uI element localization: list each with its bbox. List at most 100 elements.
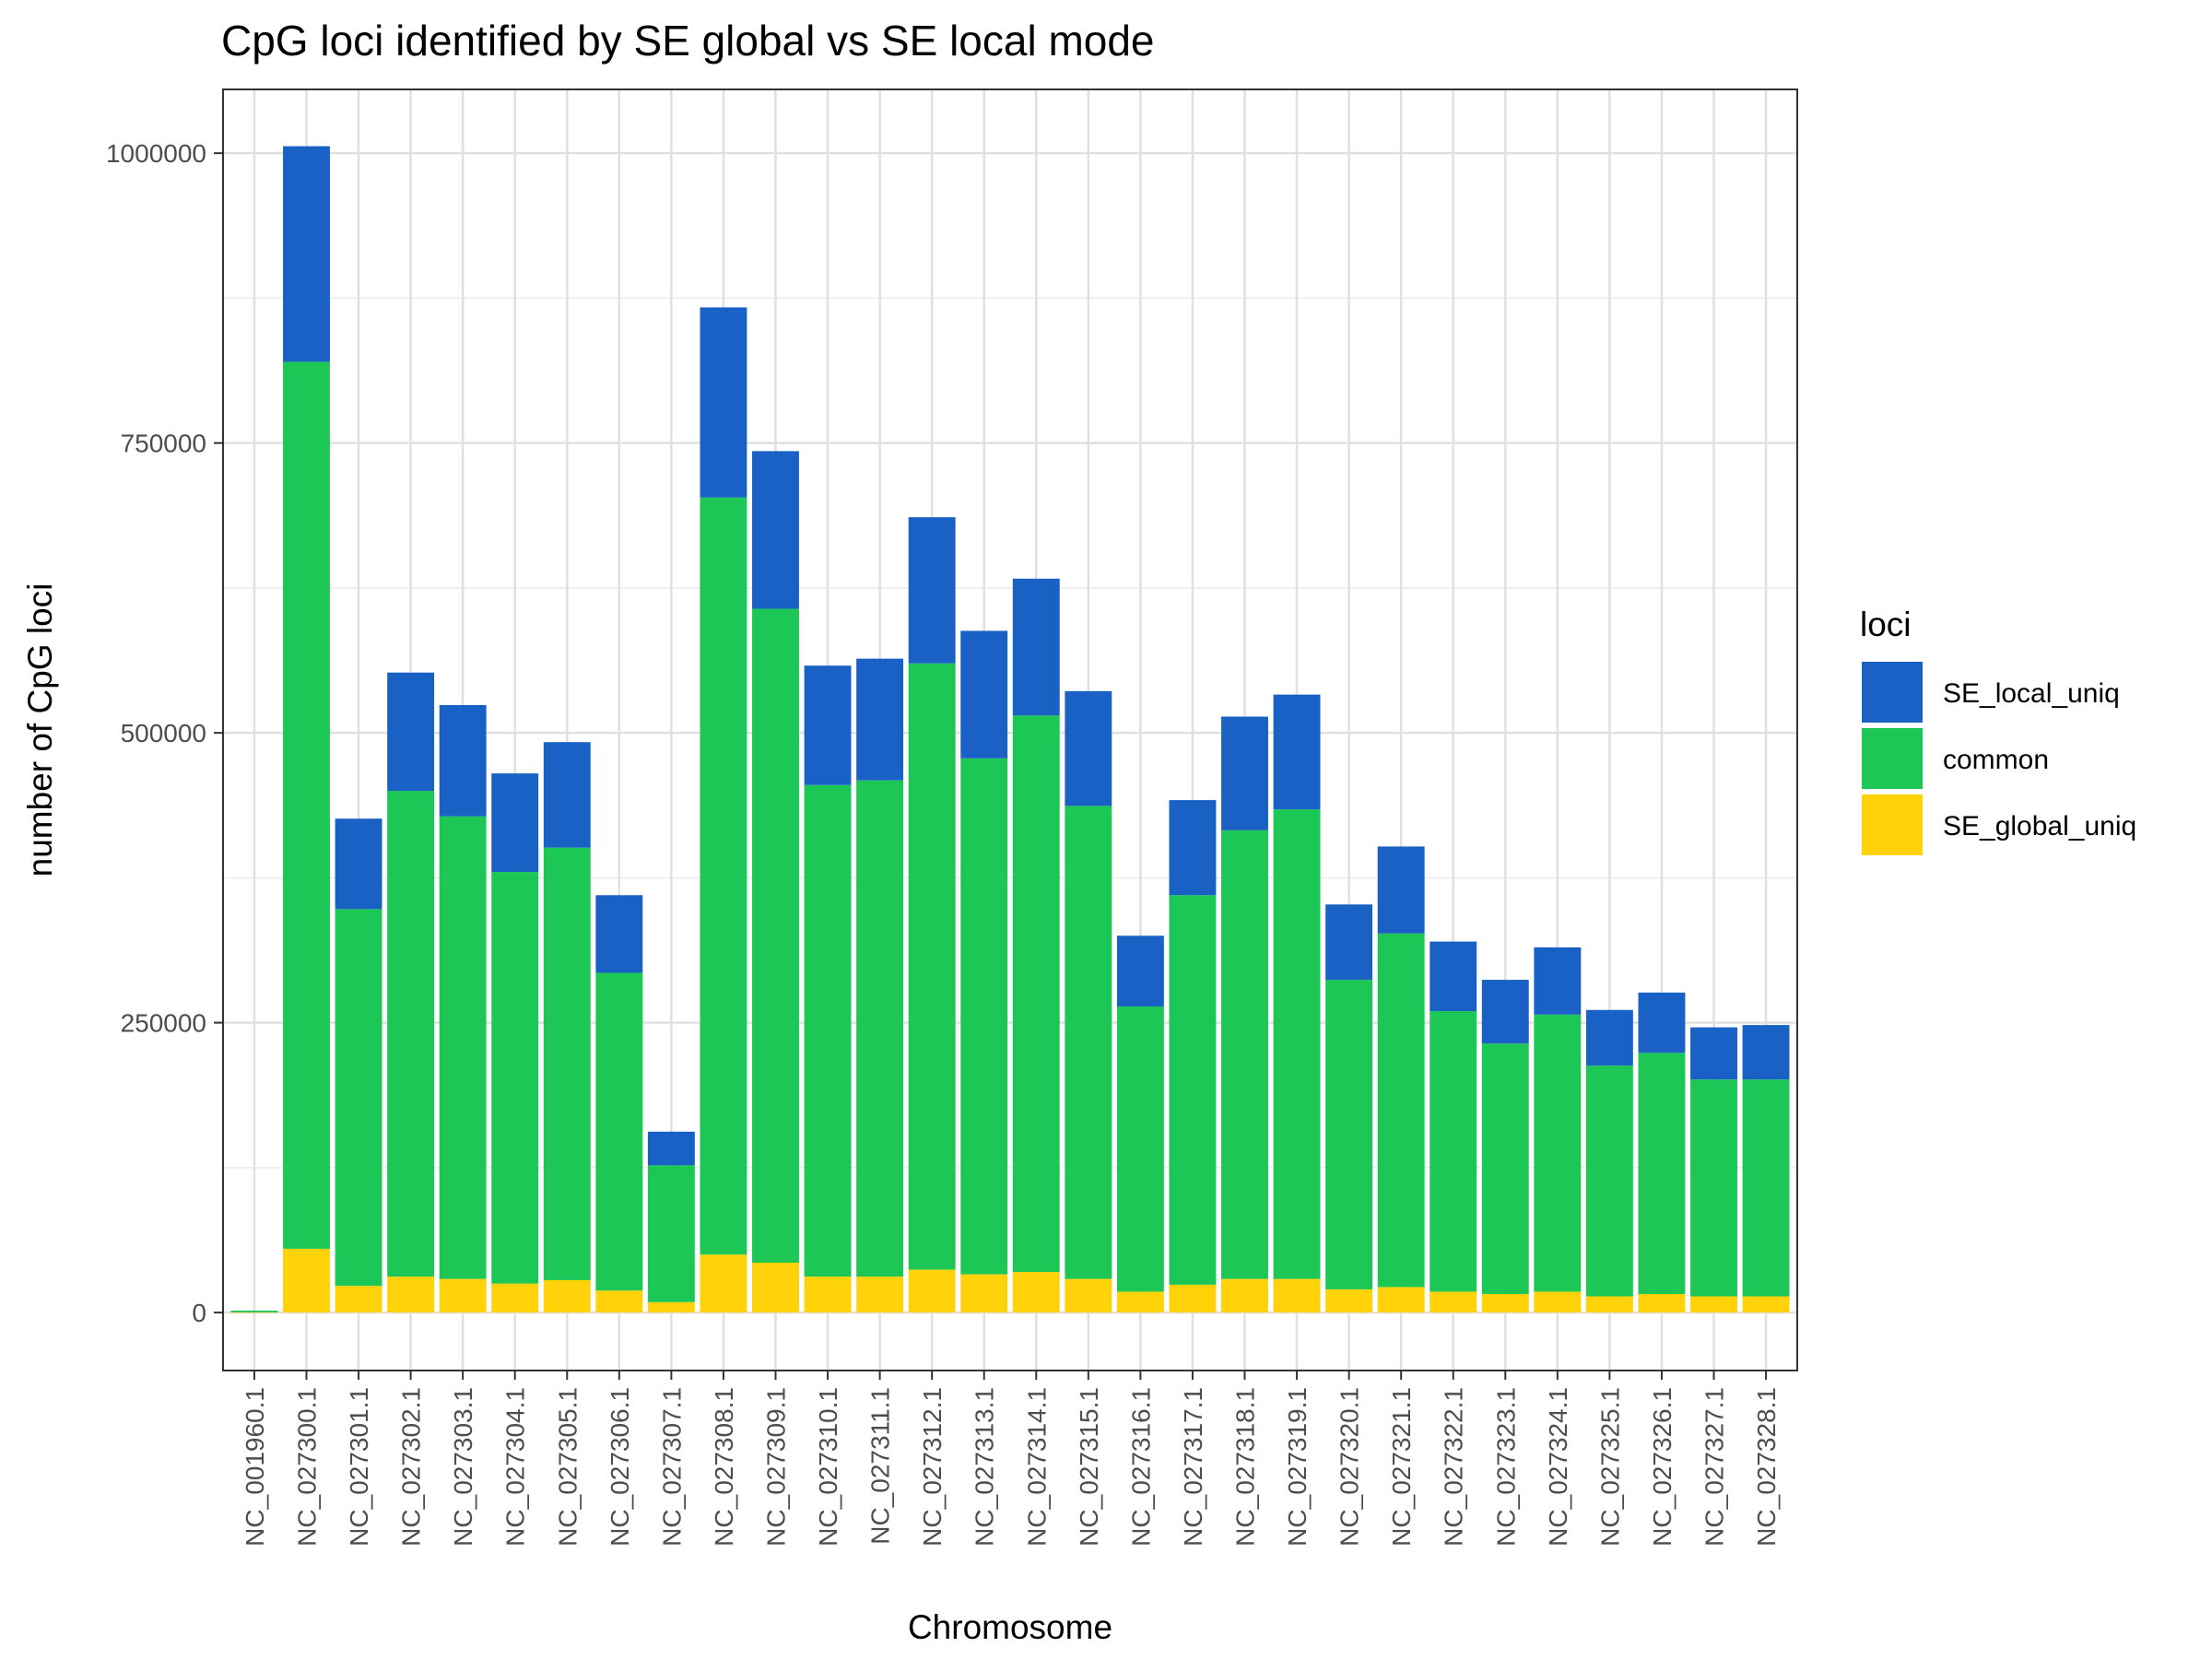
bar-se-local-uniq (1065, 690, 1112, 806)
bar-common (647, 1165, 695, 1302)
bar-common (908, 663, 956, 1270)
bar-se-local-uniq (700, 307, 747, 498)
bar-se-local-uniq (1742, 1025, 1790, 1080)
bar-common (1116, 1006, 1164, 1292)
bar-common (1325, 980, 1373, 1289)
x-tick-label: NC_001960.1 (241, 1387, 269, 1547)
bar-se-local-uniq (908, 517, 956, 664)
bar-se-local-uniq (1638, 992, 1686, 1053)
x-tick-label: NC_027328.1 (1752, 1387, 1781, 1547)
bar-common (335, 909, 382, 1287)
bar-se-local-uniq (1481, 980, 1529, 1044)
x-tick-label: NC_027325.1 (1595, 1387, 1624, 1547)
bar-common (1273, 809, 1321, 1279)
bar-se-global-uniq (1273, 1278, 1321, 1313)
x-tick-label: NC_027305.1 (553, 1387, 582, 1547)
plot-panel-border (222, 88, 1798, 1371)
bar-common (960, 758, 1008, 1275)
x-tick-label: NC_027327.1 (1700, 1387, 1729, 1547)
x-tick-label: NC_027307.1 (657, 1387, 686, 1547)
bar-se-global-uniq (1481, 1293, 1529, 1313)
bar-se-global-uniq (1690, 1296, 1737, 1313)
y-axis: 0 250000 500000 750000 1000000 (106, 139, 223, 1327)
legend-title: loci (1860, 606, 1912, 643)
bar-se-local-uniq (1585, 1009, 1633, 1066)
bar-se-local-uniq (960, 630, 1008, 759)
bar-common (491, 872, 539, 1284)
bar-se-local-uniq (1116, 935, 1164, 1007)
bar-se-global-uniq (543, 1279, 591, 1313)
x-tick-label: NC_027303.1 (449, 1387, 477, 1547)
bar-se-global-uniq (283, 1248, 330, 1313)
bar-common (1221, 830, 1268, 1279)
x-tick-label: NC_027301.1 (345, 1387, 373, 1547)
bar-se-local-uniq (1221, 716, 1268, 830)
bar-se-local-uniq (1012, 578, 1060, 716)
bar-se-local-uniq (647, 1131, 695, 1166)
x-tick-label: NC_027321.1 (1387, 1387, 1416, 1547)
bar-common (1012, 715, 1060, 1273)
x-tick-label: NC_027302.1 (397, 1387, 426, 1547)
bar-se-global-uniq (335, 1286, 382, 1313)
bar-common (1169, 895, 1217, 1285)
bar-se-local-uniq (491, 773, 539, 873)
y-tick-label: 750000 (121, 429, 206, 458)
bar-common (1377, 933, 1425, 1288)
bar-common (387, 791, 435, 1277)
bar-se-global-uniq (1638, 1293, 1686, 1313)
bar-se-local-uniq (595, 895, 643, 973)
y-tick-label: 500000 (121, 719, 206, 747)
bar-se-local-uniq (856, 658, 904, 781)
bar-se-local-uniq (543, 742, 591, 848)
bar-se-global-uniq (752, 1263, 799, 1313)
bar-se-global-uniq (960, 1274, 1008, 1313)
bar-se-global-uniq (1012, 1272, 1060, 1313)
x-tick-label: NC_027309.1 (761, 1387, 790, 1547)
bar-common (1534, 1014, 1582, 1292)
bar-se-local-uniq (387, 672, 435, 792)
x-tick-label: NC_027317.1 (1179, 1387, 1207, 1547)
bar-se-global-uniq (1221, 1278, 1268, 1313)
bar-common (1690, 1079, 1737, 1297)
x-tick-label: NC_027311.1 (866, 1387, 895, 1545)
bar-se-global-uniq (387, 1277, 435, 1313)
chart-title: CpG loci identified by SE global vs SE l… (221, 17, 1155, 65)
bar-se-local-uniq (1325, 904, 1373, 981)
x-tick-label: NC_027326.1 (1648, 1387, 1677, 1547)
legend-key (1862, 728, 1923, 789)
legend-label: SE_global_uniq (1943, 811, 2136, 841)
bar-common (230, 1310, 278, 1312)
bar-se-local-uniq (1534, 947, 1582, 1015)
bar-se-global-uniq (1169, 1284, 1217, 1313)
legend-key (1862, 662, 1923, 723)
x-tick-label: NC_027314.1 (1022, 1387, 1051, 1547)
x-axis-title: Chromosome (908, 1608, 1112, 1646)
bar-se-local-uniq (335, 818, 382, 910)
bar-se-global-uniq (1430, 1291, 1477, 1313)
x-tick-label: NC_027306.1 (606, 1387, 634, 1547)
bar-se-global-uniq (700, 1254, 747, 1313)
y-tick-label: 0 (192, 1299, 206, 1327)
bar-se-global-uniq (647, 1301, 695, 1313)
bar-common (804, 784, 852, 1277)
x-tick-label: NC_027310.1 (814, 1387, 842, 1547)
legend-label: SE_local_uniq (1943, 678, 2120, 709)
bar-se-global-uniq (908, 1269, 956, 1313)
x-tick-label: NC_027300.1 (292, 1387, 321, 1547)
bar-common (1481, 1043, 1529, 1294)
bar-se-global-uniq (1377, 1287, 1425, 1313)
x-tick-label: NC_027324.1 (1544, 1387, 1572, 1547)
x-tick-label: NC_027320.1 (1335, 1387, 1364, 1547)
y-tick-label: 250000 (121, 1009, 206, 1038)
x-tick-label: NC_027315.1 (1075, 1387, 1103, 1547)
bar-se-local-uniq (804, 665, 852, 785)
bar-common (856, 780, 904, 1277)
bar-se-global-uniq (491, 1283, 539, 1313)
y-tick-label: 1000000 (106, 139, 206, 168)
x-tick-label: NC_027323.1 (1491, 1387, 1520, 1547)
bar-common (595, 972, 643, 1291)
bar-common (1065, 806, 1112, 1279)
bar-se-global-uniq (1065, 1278, 1112, 1313)
x-tick-label: NC_027313.1 (971, 1387, 999, 1547)
